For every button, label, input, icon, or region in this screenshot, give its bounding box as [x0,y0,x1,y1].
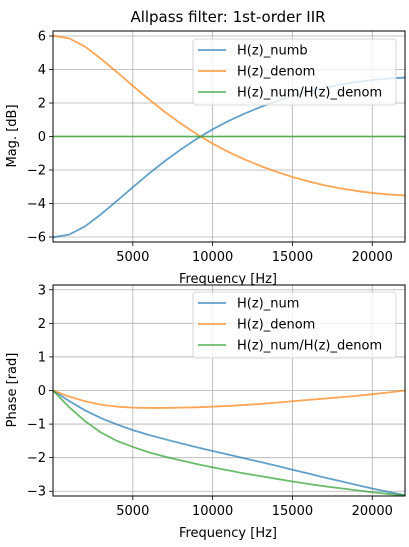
phase-y-tick-label: −1 [27,418,46,433]
chart-title: Allpass filter: 1st-order IIR [130,8,325,26]
magnitude-legend-box [192,38,397,106]
phase-y-tick-label: −2 [27,451,46,466]
phase-x-tick-label: 15000 [272,504,313,519]
magnitude-y-tick-label: −4 [27,197,46,212]
phase-legend-box [192,291,397,359]
magnitude-y-tick-label: 6 [38,30,46,45]
magnitude-legend-label-3: H(z)_num/H(z)_denom [237,86,382,101]
magnitude-x-tick-label: 20000 [352,250,393,265]
phase-y-ticks: −3 −2 −1 0 1 2 3 [27,283,53,500]
phase-y-tick-label: −3 [27,485,46,500]
phase-legend: H(z)_num H(z)_denom H(z)_num/H(z)_denom [192,291,397,359]
phase-y-tick-label: 0 [38,384,46,399]
magnitude-x-tick-label: 15000 [272,250,313,265]
phase-x-axis-label: Frequency [Hz] [179,526,277,541]
phase-y-axis-label: Phase [rad] [5,353,20,428]
magnitude-y-tick-label: 0 [38,130,46,145]
magnitude-legend-label-1: H(z)_numb [237,44,308,59]
phase-y-tick-label: 1 [38,350,46,365]
phase-x-tick-label: 10000 [192,504,233,519]
phase-series [52,389,406,497]
magnitude-y-ticks: −6 −4 −2 0 2 4 6 [27,30,53,245]
phase-x-tick-label: 20000 [352,504,393,519]
phase-x-tick-label: 5000 [116,504,149,519]
magnitude-legend: H(z)_numb H(z)_denom H(z)_num/H(z)_denom [192,38,397,106]
phase-legend-label-1: H(z)_num [237,297,299,312]
magnitude-x-tick-label: 5000 [116,250,149,265]
phase-y-tick-label: 3 [38,283,46,298]
magnitude-x-ticks: 5000 10000 15000 20000 [116,242,393,265]
magnitude-x-axis-label: Frequency [Hz] [179,272,277,287]
magnitude-series-line-2 [52,34,406,197]
magnitude-y-tick-label: −2 [27,163,46,178]
phase-series-line-3 [52,389,406,497]
phase-x-ticks: 5000 10000 15000 20000 [116,496,393,519]
phase-legend-label-2: H(z)_denom [237,318,315,333]
phase-y-tick-label: 2 [38,317,46,332]
phase-series-line-2 [52,389,406,409]
magnitude-y-tick-label: 2 [38,97,46,112]
magnitude-y-tick-label: −6 [27,230,46,245]
magnitude-y-axis-label: Mag. [dB] [5,104,20,167]
phase-series-line-1 [52,389,406,497]
magnitude-chart: 5000 10000 15000 20000 −6 −4 −2 0 2 4 6 H(z)_numb… [5,30,406,287]
magnitude-y-tick-label: 4 [38,63,46,78]
phase-legend-label-3: H(z)_num/H(z)_denom [237,339,382,354]
magnitude-x-tick-label: 10000 [192,250,233,265]
magnitude-legend-label-2: H(z)_denom [237,65,315,80]
